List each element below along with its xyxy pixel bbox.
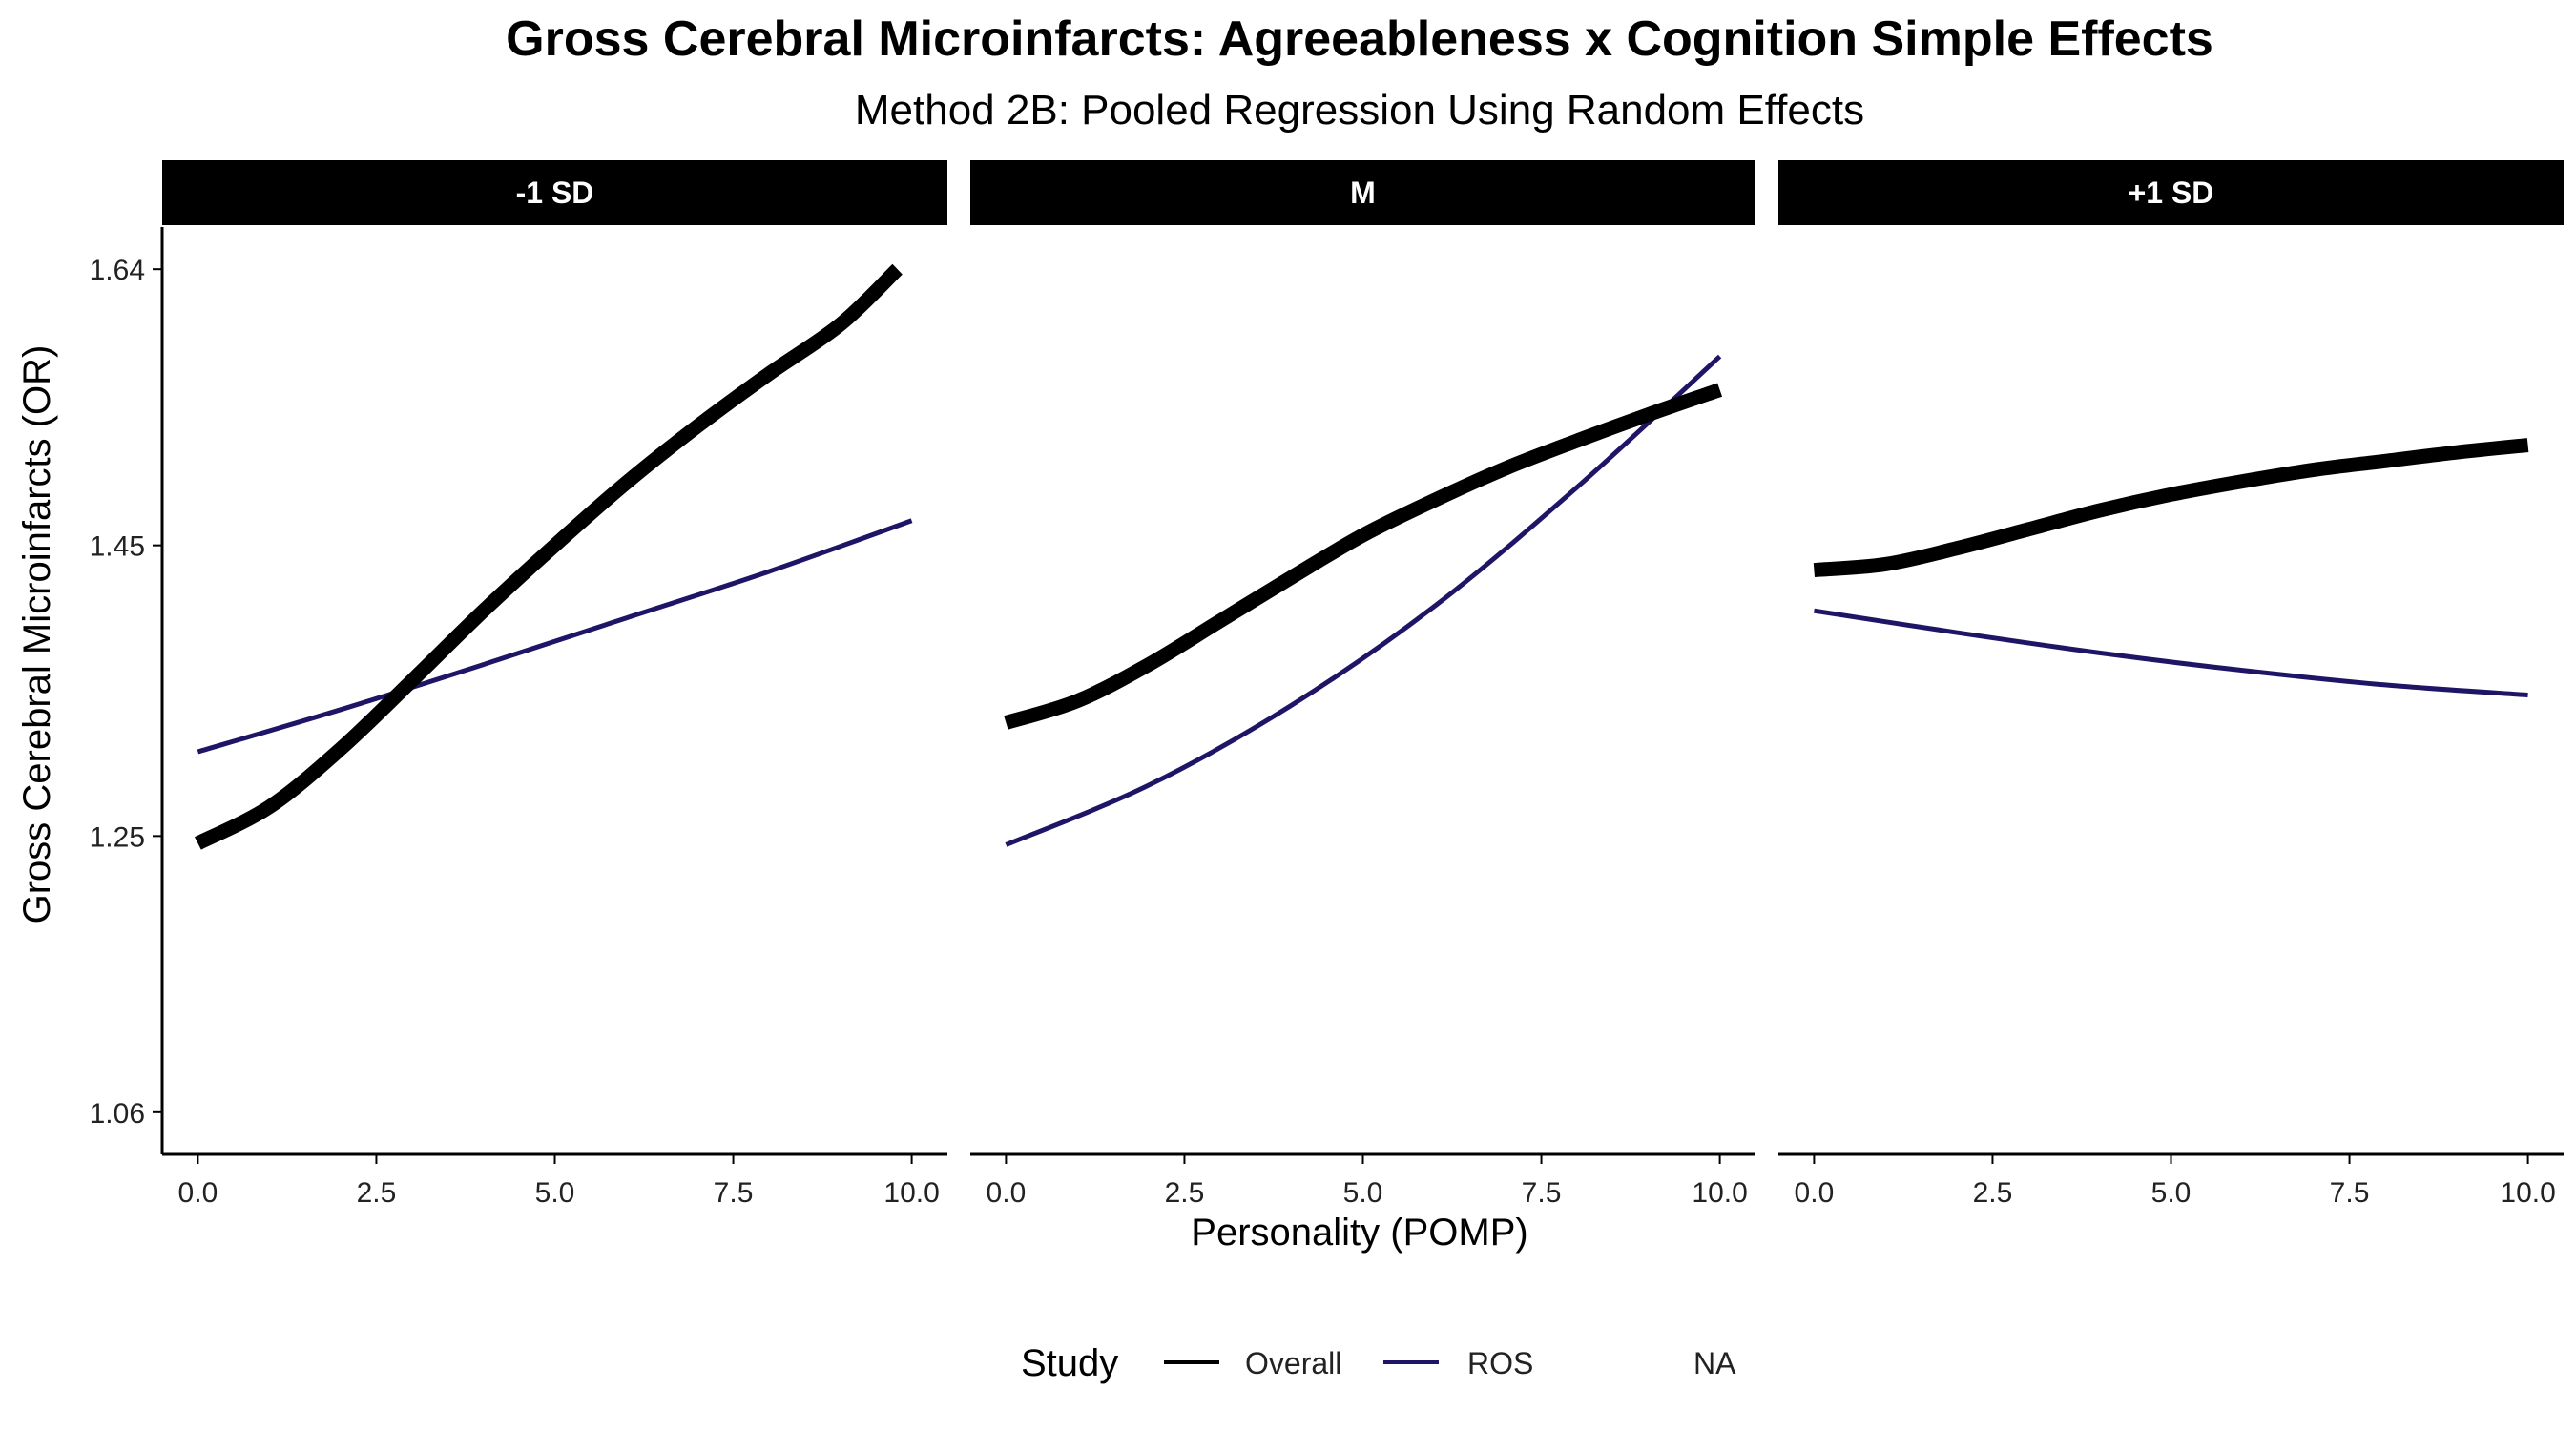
panel-1: -1 SD 0.0 2.5 5.0 7.5 10.0 1.06 1.25 1.45 1.64 <box>90 160 947 1209</box>
x-tick-label: 2.5 <box>357 1177 397 1209</box>
y-tick-label: 1.25 <box>90 821 145 853</box>
x-tick-label: 0.0 <box>1795 1177 1835 1209</box>
chart-subtitle: Method 2B: Pooled Regression Using Rando… <box>855 87 1864 134</box>
facet-strip-label: -1 SD <box>516 176 594 210</box>
series-line-overall <box>1004 383 1723 730</box>
facet-strip <box>162 160 947 225</box>
series-line-ros <box>1814 608 2528 698</box>
chart-title: Gross Cerebral Microinfarcts: Agreeablen… <box>506 11 2213 67</box>
x-tick-label: 7.5 <box>1522 1177 1562 1209</box>
facet-strip-label: +1 SD <box>2129 176 2214 210</box>
x-tick-label: 10.0 <box>1692 1177 1747 1209</box>
legend-title: Study <box>1021 1342 1118 1384</box>
x-axis-label: Personality (POMP) <box>1191 1212 1527 1254</box>
x-tick-label: 7.5 <box>714 1177 754 1209</box>
x-tick-label: 5.0 <box>2151 1177 2192 1209</box>
x-tick-label: 5.0 <box>535 1177 575 1209</box>
x-tick-label: 5.0 <box>1343 1177 1383 1209</box>
panel-3: +1 SD 0.0 2.5 5.0 7.5 10.0 <box>1778 160 2564 1209</box>
x-tick-label: 2.5 <box>1165 1177 1205 1209</box>
y-tick-label: 1.64 <box>90 255 145 286</box>
y-axis-label: Gross Cerebral Microinfarcts (OR) <box>16 345 58 924</box>
x-tick-label: 0.0 <box>178 1177 218 1209</box>
panel-2: M 0.0 2.5 5.0 7.5 10.0 <box>970 160 1755 1209</box>
x-tick-label: 0.0 <box>987 1177 1027 1209</box>
x-tick-label: 2.5 <box>1973 1177 2013 1209</box>
y-tick-label: 1.06 <box>90 1098 145 1130</box>
series-line-ros <box>197 518 913 755</box>
facet-strip <box>1778 160 2564 225</box>
x-tick-label: 10.0 <box>2500 1177 2555 1209</box>
y-tick-label: 1.45 <box>90 531 145 563</box>
legend-label: ROS <box>1467 1346 1533 1380</box>
x-tick-label: 7.5 <box>2330 1177 2370 1209</box>
series-line-overall <box>1813 438 2529 578</box>
legend-label: NA <box>1693 1346 1736 1380</box>
legend-label: Overall <box>1245 1346 1341 1380</box>
legend-item-1: Overall <box>1164 1346 1341 1380</box>
facet-strip-label: M <box>1350 176 1376 210</box>
series-line-overall <box>195 263 903 850</box>
facet-panels: -1 SD 0.0 2.5 5.0 7.5 10.0 1.06 1.25 1.45 1.64 M 0.… <box>90 160 2564 1209</box>
facet-strip <box>970 160 1755 225</box>
legend-item-3: NA <box>1693 1346 1736 1380</box>
legend-item-2: ROS <box>1383 1346 1533 1380</box>
legend: Study Overall ROS NA <box>1021 1342 1736 1384</box>
series-line-ros <box>1005 354 1722 847</box>
x-tick-label: 10.0 <box>883 1177 939 1209</box>
